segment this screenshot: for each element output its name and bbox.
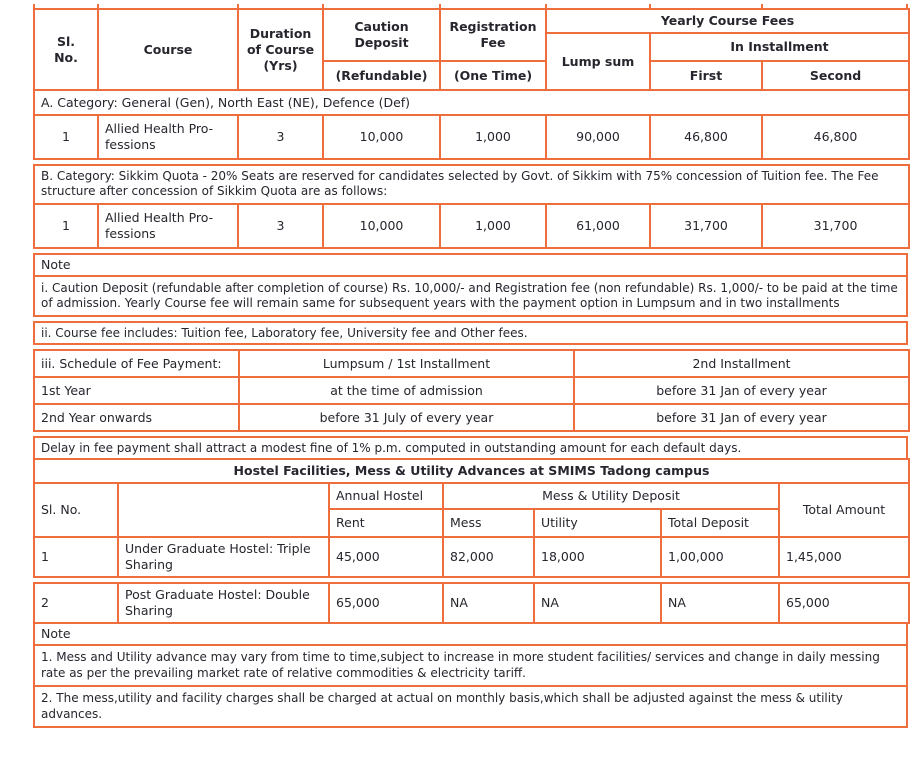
- hostel-note-1: 1. Mess and Utility advance may vary fro…: [33, 644, 908, 688]
- hostel-header-annual-hostel: Annual Hostel: [328, 482, 444, 511]
- fee-note-title-box: Note: [33, 252, 908, 277]
- hostel-row-mess: NA: [442, 582, 535, 625]
- hostel-header-description: [117, 482, 330, 539]
- fee-header-first: First: [649, 60, 763, 91]
- hostel-row-utility: NA: [533, 582, 662, 625]
- hostel-title: Hostel Facilities, Mess & Utility Advanc…: [32, 458, 911, 485]
- schedule-header-second: 2nd Installment: [573, 349, 910, 379]
- fee-note-i-box: i. Caution Deposit (refundable after com…: [33, 274, 908, 318]
- fee-row-b-caution: 10,000: [322, 202, 441, 249]
- fee-header-yearly-course-fees: Yearly Course Fees: [544, 8, 911, 34]
- schedule-table: iii. Schedule of Fee Payment: Lumpsum / …: [33, 349, 910, 433]
- fee-header-second: Second: [760, 60, 911, 91]
- hostel-table: Hostel Facilities, Mess & Utility Advanc…: [32, 458, 911, 579]
- stub-divider: [322, 4, 324, 8]
- stub-divider: [761, 4, 763, 8]
- fee-row-a-second: 46,800: [760, 114, 911, 160]
- fee-row-b-duration: 3: [237, 202, 324, 249]
- hostel-note-2-box: 2. The mess,utility and facility charges…: [33, 685, 908, 728]
- stub-divider: [439, 4, 441, 8]
- hostel-row-total-deposit: NA: [660, 582, 780, 625]
- fee-row-a-lump-sum: 90,000: [545, 114, 651, 160]
- fee-header-duration: Duration of Course (Yrs): [237, 8, 324, 91]
- schedule-row-second-due: before 31 Jan of every year: [573, 376, 910, 406]
- hostel-row-mess: 82,000: [442, 536, 535, 579]
- stub-divider: [97, 4, 99, 8]
- fee-note-ii: ii. Course fee includes: Tuition fee, La…: [33, 321, 908, 346]
- fee-row-a-first: 46,800: [649, 114, 763, 160]
- fee-header-sl-no: Sl. No.: [33, 8, 99, 91]
- fee-header-lump-sum: Lump sum: [545, 32, 651, 91]
- hostel-header-utility: Utility: [533, 508, 662, 539]
- hostel-header-total-deposit: Total Deposit: [660, 508, 780, 539]
- hostel-header-sl-no: Sl. No.: [33, 482, 119, 539]
- hostel-note-title-box: Note: [33, 622, 908, 647]
- category-a-label: A. Category: General (Gen), North East (…: [32, 89, 911, 116]
- hostel-row-total-amount: 65,000: [778, 582, 910, 625]
- hostel-header-mess-utility-deposit: Mess & Utility Deposit: [442, 482, 780, 511]
- schedule-header-label: iii. Schedule of Fee Payment:: [33, 349, 240, 379]
- fee-row-a-course: Allied Health Pro- fessions: [97, 114, 239, 160]
- schedule-row-year: 2nd Year onwards: [33, 403, 240, 433]
- hostel-header-total-amount: Total Amount: [777, 482, 911, 539]
- fee-row-a-duration: 3: [237, 114, 324, 160]
- stub-divider: [545, 4, 547, 8]
- hostel-note-title: Note: [33, 622, 908, 647]
- delay-note: Delay in fee payment shall attract a mod…: [33, 436, 908, 461]
- fee-row-b-course: Allied Health Pro- fessions: [97, 202, 239, 249]
- hostel-row-rent: 65,000: [328, 582, 444, 625]
- fee-header-caution-deposit: Caution Deposit: [322, 8, 441, 62]
- fee-table-category-b: B. Category: Sikkim Quota - 20% Seats ar…: [32, 164, 911, 249]
- fee-row-a-sl-no: 1: [33, 114, 99, 160]
- fee-row-b-second: 31,700: [760, 202, 911, 249]
- fee-row-b-registration: 1,000: [439, 202, 547, 249]
- hostel-row-description: Under Graduate Hostel: Triple Sharing: [117, 536, 330, 579]
- fee-row-a-caution: 10,000: [322, 114, 441, 160]
- fee-note-title: Note: [33, 252, 908, 277]
- hostel-row-total-deposit: 1,00,000: [660, 536, 780, 579]
- schedule-header-lumpsum-first: Lumpsum / 1st Installment: [238, 349, 575, 379]
- hostel-note-1-box: 1. Mess and Utility advance may vary fro…: [33, 644, 908, 688]
- schedule-row-year: 1st Year: [33, 376, 240, 406]
- fee-header-registration-fee: Registration Fee: [439, 8, 547, 62]
- schedule-row-first-due: at the time of admission: [238, 376, 575, 406]
- fee-header-refundable: (Refundable): [322, 60, 441, 91]
- fee-header-one-time: (One Time): [439, 60, 547, 91]
- fee-row-b-lump-sum: 61,000: [545, 202, 651, 249]
- cutoff-row-stubs: [33, 4, 908, 8]
- stub-divider: [237, 4, 239, 8]
- fee-row-a-registration: 1,000: [439, 114, 547, 160]
- hostel-table-row-2: 2 Post Graduate Hostel: Double Sharing 6…: [33, 582, 910, 625]
- fee-header-in-installment: In Installment: [648, 32, 911, 62]
- category-b-label: B. Category: Sikkim Quota - 20% Seats ar…: [32, 164, 911, 205]
- fee-structure-page: Sl. No. Course Duration of Course (Yrs) …: [32, 4, 911, 728]
- hostel-note-2: 2. The mess,utility and facility charges…: [33, 685, 908, 728]
- stub-divider: [906, 4, 908, 8]
- hostel-row-rent: 45,000: [328, 536, 444, 579]
- hostel-row-utility: 18,000: [533, 536, 662, 579]
- stub-divider: [33, 4, 35, 8]
- hostel-row-sl-no: 2: [33, 582, 119, 625]
- schedule-row-second-due: before 31 Jan of every year: [573, 403, 910, 433]
- hostel-header-rent: Rent: [328, 508, 444, 539]
- hostel-row-description: Post Graduate Hostel: Double Sharing: [117, 582, 330, 625]
- fee-row-b-sl-no: 1: [33, 202, 99, 249]
- fee-note-i: i. Caution Deposit (refundable after com…: [33, 274, 908, 318]
- hostel-row-total-amount: 1,45,000: [777, 536, 911, 579]
- fee-row-b-first: 31,700: [649, 202, 763, 249]
- fee-table: Sl. No. Course Duration of Course (Yrs) …: [32, 8, 911, 160]
- hostel-header-mess: Mess: [442, 508, 535, 539]
- schedule-row-first-due: before 31 July of every year: [238, 403, 575, 433]
- delay-note-box: Delay in fee payment shall attract a mod…: [33, 436, 908, 461]
- fee-header-course: Course: [97, 8, 239, 91]
- hostel-row-sl-no: 1: [33, 536, 119, 579]
- stub-divider: [649, 4, 651, 8]
- fee-note-ii-box: ii. Course fee includes: Tuition fee, La…: [33, 321, 908, 346]
